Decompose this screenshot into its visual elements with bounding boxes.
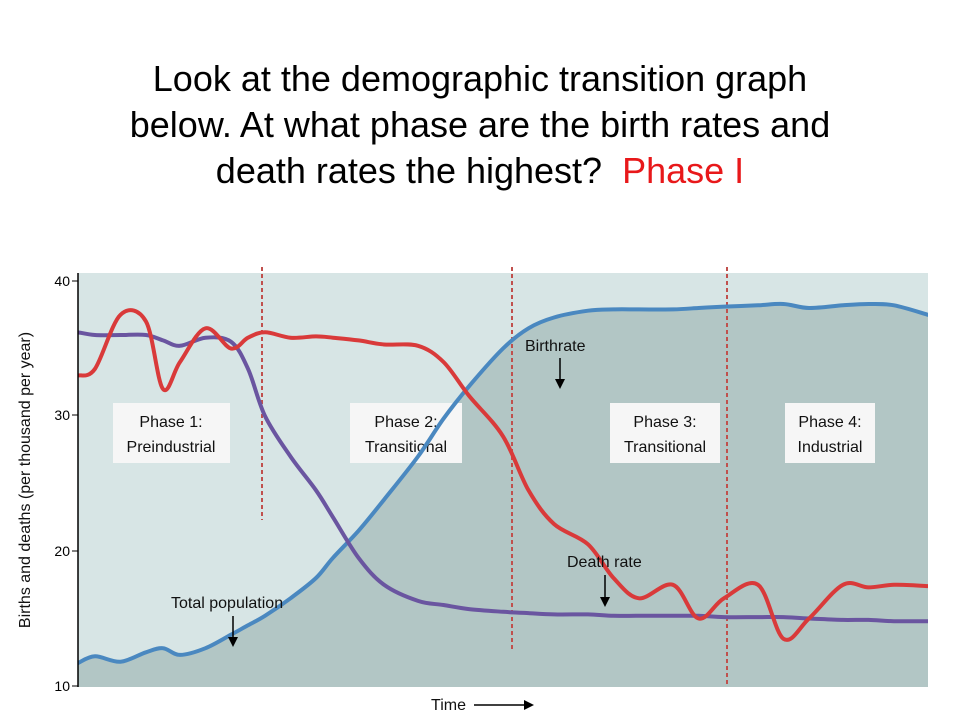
phase-label-3: Phase 3: Transitional xyxy=(610,403,720,463)
question-text: Look at the demographic transition graph… xyxy=(20,56,940,194)
x-axis-arrow-icon xyxy=(474,700,534,710)
phase-2-name: Transitional xyxy=(365,439,447,456)
question-line-3: death rates the highest? Phase I xyxy=(20,148,940,194)
total-population-arrow-icon xyxy=(228,616,238,647)
death-rate-arrow-icon xyxy=(600,575,610,607)
x-axis-label: Time xyxy=(431,697,466,714)
birthrate-annotation: Birthrate xyxy=(525,338,586,355)
phase-4-title: Phase 4: xyxy=(798,414,861,431)
phase-1-name: Preindustrial xyxy=(127,439,216,456)
phase-1-title: Phase 1: xyxy=(139,414,202,431)
phase-3-title: Phase 3: xyxy=(633,414,696,431)
demographic-transition-chart: Phase 1: Preindustrial Phase 2: Transiti… xyxy=(17,267,928,714)
y-tick-label-40: 40 xyxy=(54,273,70,289)
phase-label-2: Phase 2: Transitional xyxy=(350,403,462,463)
y-axis-ticks xyxy=(72,280,78,687)
birthrate-arrow-icon xyxy=(555,358,565,389)
phase-label-1: Phase 1: Preindustrial xyxy=(113,403,230,463)
phase-4-name: Industrial xyxy=(798,439,863,456)
phase-3-name: Transitional xyxy=(624,439,706,456)
y-axis-label: Births and deaths (per thousand per year… xyxy=(17,332,34,628)
y-tick-label-10: 10 xyxy=(54,678,70,694)
birthrate-line xyxy=(78,308,928,642)
phase-label-4: Phase 4: Industrial xyxy=(785,403,875,463)
question-line-3-text: death rates the highest? xyxy=(215,150,603,191)
population-shaded-area xyxy=(78,303,928,687)
phase-2-title: Phase 2: xyxy=(374,414,437,431)
total-population-annotation: Total population xyxy=(171,595,283,612)
y-tick-label-30: 30 xyxy=(54,407,70,423)
question-line-2: below. At what phase are the birth rates… xyxy=(129,104,831,145)
death-rate-annotation: Death rate xyxy=(567,554,642,571)
answer-text: Phase I xyxy=(622,150,745,191)
total-population-line xyxy=(78,301,928,666)
question-line-1: Look at the demographic transition graph xyxy=(152,58,808,99)
y-tick-label-20: 20 xyxy=(54,543,70,559)
